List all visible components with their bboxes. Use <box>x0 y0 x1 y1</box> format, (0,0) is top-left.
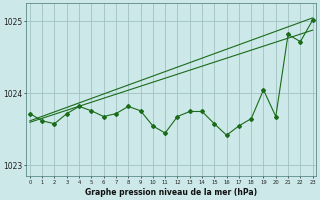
X-axis label: Graphe pression niveau de la mer (hPa): Graphe pression niveau de la mer (hPa) <box>85 188 257 197</box>
